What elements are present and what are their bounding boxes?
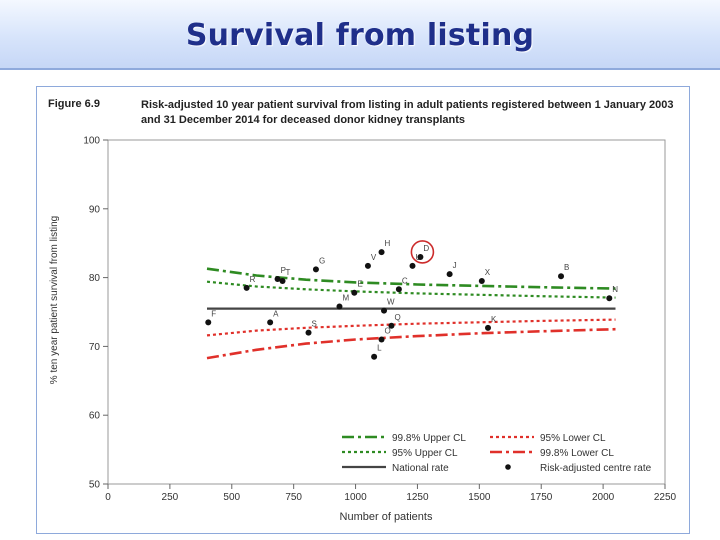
- x-tick-label: 1250: [406, 492, 429, 503]
- x-tick-label: 500: [223, 492, 240, 503]
- centre-label: V: [371, 253, 377, 262]
- lower-998-cl-line: [206, 327, 616, 360]
- centre-label: E: [357, 280, 362, 289]
- centre-label: S: [312, 320, 317, 329]
- centre-label: R: [250, 275, 256, 284]
- centre-label: D: [423, 244, 429, 253]
- centre-point: [351, 289, 358, 296]
- y-tick-label: 90: [89, 204, 101, 215]
- highlight-circle: [410, 240, 435, 264]
- centre-point: [409, 262, 416, 269]
- centre-point: [267, 319, 274, 326]
- centre-label: Q: [394, 313, 400, 322]
- y-tick-label: 50: [89, 480, 101, 491]
- centre-point: [364, 262, 371, 269]
- legend-label: 95% Upper CL: [392, 448, 458, 459]
- centre-label: P: [281, 266, 286, 275]
- x-tick-label: 0: [105, 492, 111, 503]
- centre-label: O: [385, 327, 391, 336]
- centre-label: M: [342, 293, 349, 302]
- x-tick-label: 2250: [654, 492, 677, 503]
- centre-point: [371, 353, 378, 360]
- legend-label: 99.8% Upper CL: [392, 433, 466, 444]
- points-layer: FRAPTSGMEVLHOWQCUDJXKBN: [205, 239, 618, 360]
- centre-point: [484, 324, 491, 331]
- figure-caption: Risk-adjusted 10 year patient survival f…: [141, 99, 674, 126]
- x-tick-label: 1750: [530, 492, 553, 503]
- centre-point: [558, 273, 565, 280]
- legend-label: Risk-adjusted centre rate: [540, 463, 652, 474]
- centre-label: B: [564, 263, 569, 272]
- legend-label: National rate: [392, 463, 449, 474]
- centre-label: J: [453, 261, 457, 270]
- y-tick-label: 100: [83, 136, 100, 147]
- figure-label: Figure 6.9: [48, 98, 100, 110]
- x-axis-label: Number of patients: [340, 511, 433, 523]
- y-tick-label: 60: [89, 411, 101, 422]
- x-tick-label: 750: [285, 492, 302, 503]
- centre-point: [205, 319, 212, 326]
- x-tick-label: 1000: [344, 492, 367, 503]
- centre-label: G: [319, 256, 325, 265]
- centre-point: [417, 253, 424, 260]
- legend-label: 95% Lower CL: [540, 433, 606, 444]
- y-tick-label: 80: [89, 273, 101, 284]
- centre-point: [381, 307, 388, 314]
- centre-label: L: [377, 344, 382, 353]
- centre-label: C: [402, 276, 408, 285]
- centre-point: [305, 329, 312, 336]
- centre-point: [312, 266, 319, 273]
- centre-point: [446, 271, 453, 278]
- centre-label: F: [211, 309, 216, 318]
- centre-point: [395, 286, 402, 293]
- centre-label: W: [387, 298, 395, 307]
- centre-point: [388, 322, 395, 329]
- centre-point: [243, 284, 250, 291]
- centre-label: X: [485, 268, 491, 277]
- centre-point: [336, 303, 343, 310]
- plot-frame: [107, 139, 666, 485]
- centre-point: [478, 278, 485, 285]
- y-axis-label: % ten year patient survival from listing: [49, 216, 60, 384]
- legend-layer: 99.8% Upper CL 95% Lower CL 95% Upper CL 99…: [342, 433, 652, 474]
- centre-label: K: [491, 315, 497, 324]
- lines-layer: [206, 267, 616, 360]
- centre-label: H: [385, 239, 391, 248]
- x-tick-label: 2000: [592, 492, 615, 503]
- figure-frame: [36, 86, 690, 534]
- slide-title: Survival from listing: [185, 18, 535, 53]
- x-tick-label: 1500: [468, 492, 491, 503]
- legend-swatch: [505, 464, 511, 470]
- centre-point: [378, 249, 385, 256]
- centre-label: A: [273, 309, 279, 318]
- upper-998-cl-line: [206, 267, 616, 290]
- legend-label: 99.8% Lower CL: [540, 448, 614, 459]
- centre-label: T: [286, 268, 291, 277]
- centre-point: [279, 278, 286, 285]
- title-bar: [0, 0, 720, 70]
- upper-95-cl-line: [206, 280, 616, 299]
- lower-95-cl-line: [206, 318, 616, 337]
- centre-point: [606, 295, 613, 302]
- centre-point: [274, 275, 281, 282]
- centre-point: [378, 336, 385, 343]
- y-tick-label: 70: [89, 342, 101, 353]
- x-tick-label: 250: [162, 492, 179, 503]
- centre-label: N: [612, 285, 618, 294]
